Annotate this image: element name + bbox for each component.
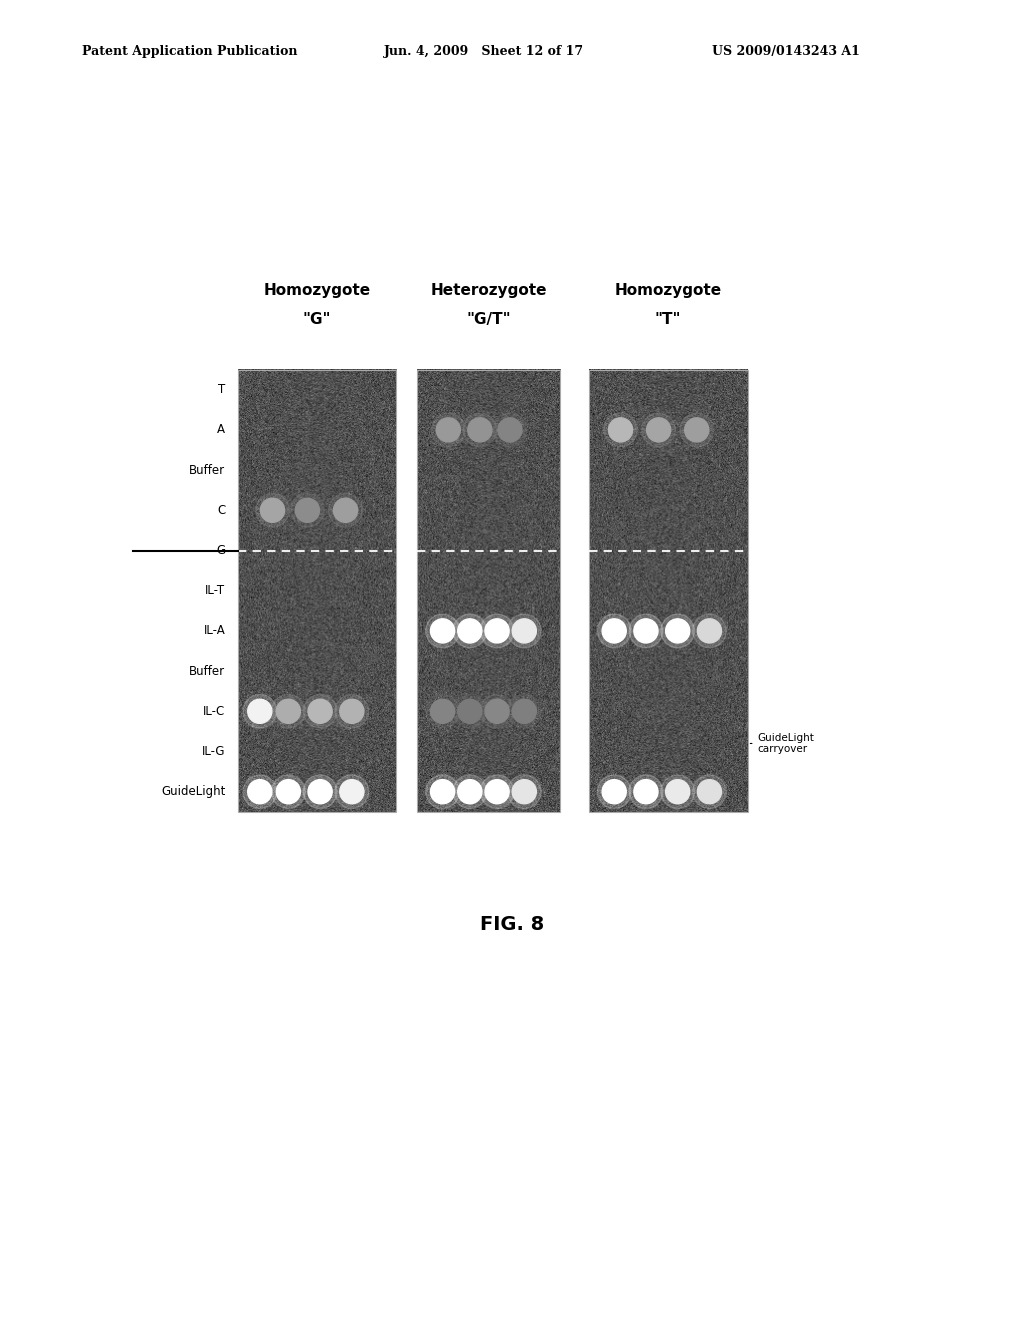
Circle shape xyxy=(608,418,633,442)
Circle shape xyxy=(629,614,663,648)
Circle shape xyxy=(430,780,455,804)
Circle shape xyxy=(697,619,722,643)
Bar xyxy=(589,370,748,812)
Text: T: T xyxy=(218,383,225,396)
Bar xyxy=(238,370,396,812)
Text: Heterozygote: Heterozygote xyxy=(430,282,547,298)
Circle shape xyxy=(334,498,357,523)
Circle shape xyxy=(291,494,325,527)
Circle shape xyxy=(308,700,332,723)
Circle shape xyxy=(453,694,486,729)
Circle shape xyxy=(680,413,714,446)
Circle shape xyxy=(453,614,486,648)
Circle shape xyxy=(426,614,460,648)
Text: "G/T": "G/T" xyxy=(466,312,511,327)
Text: "T": "T" xyxy=(655,312,681,327)
Text: US 2009/0143243 A1: US 2009/0143243 A1 xyxy=(712,45,859,58)
Circle shape xyxy=(340,780,364,804)
Circle shape xyxy=(248,700,271,723)
Circle shape xyxy=(260,498,285,523)
Circle shape xyxy=(685,418,709,442)
Circle shape xyxy=(276,780,300,804)
Circle shape xyxy=(430,700,455,723)
Circle shape xyxy=(485,619,509,643)
Text: GuideLight
carryover: GuideLight carryover xyxy=(751,733,814,754)
Text: G: G xyxy=(216,544,225,557)
Text: IL-T: IL-T xyxy=(205,585,225,597)
Text: "G": "G" xyxy=(303,312,331,327)
Circle shape xyxy=(329,494,362,527)
Text: A: A xyxy=(217,424,225,437)
Circle shape xyxy=(634,619,658,643)
Circle shape xyxy=(295,498,319,523)
Circle shape xyxy=(453,775,486,809)
Circle shape xyxy=(458,700,482,723)
Circle shape xyxy=(697,780,722,804)
Text: C: C xyxy=(217,504,225,517)
Circle shape xyxy=(602,619,627,643)
Circle shape xyxy=(303,694,337,729)
Circle shape xyxy=(485,700,509,723)
Text: Buffer: Buffer xyxy=(189,463,225,477)
Circle shape xyxy=(426,775,460,809)
Circle shape xyxy=(494,413,526,446)
Circle shape xyxy=(436,418,461,442)
Circle shape xyxy=(468,418,492,442)
Circle shape xyxy=(463,413,497,446)
Text: Buffer: Buffer xyxy=(189,664,225,677)
Text: GuideLight: GuideLight xyxy=(161,785,225,799)
Circle shape xyxy=(276,700,300,723)
Circle shape xyxy=(480,775,514,809)
Circle shape xyxy=(498,418,522,442)
Circle shape xyxy=(458,780,482,804)
Circle shape xyxy=(248,780,271,804)
Circle shape xyxy=(692,614,726,648)
Circle shape xyxy=(271,775,305,809)
Circle shape xyxy=(308,780,332,804)
Circle shape xyxy=(256,494,290,527)
Circle shape xyxy=(243,775,276,809)
Circle shape xyxy=(634,780,658,804)
Circle shape xyxy=(335,775,369,809)
Text: IL-G: IL-G xyxy=(202,744,225,758)
Circle shape xyxy=(660,775,694,809)
Circle shape xyxy=(458,619,482,643)
Text: Homozygote: Homozygote xyxy=(263,282,371,298)
Circle shape xyxy=(597,614,631,648)
Circle shape xyxy=(480,694,514,729)
Circle shape xyxy=(243,694,276,729)
Text: FIG. 8: FIG. 8 xyxy=(480,915,544,933)
Circle shape xyxy=(629,775,663,809)
Circle shape xyxy=(431,413,465,446)
Circle shape xyxy=(602,780,627,804)
Text: Jun. 4, 2009   Sheet 12 of 17: Jun. 4, 2009 Sheet 12 of 17 xyxy=(384,45,584,58)
Circle shape xyxy=(646,418,671,442)
Circle shape xyxy=(666,619,690,643)
Circle shape xyxy=(660,614,694,648)
Circle shape xyxy=(426,694,460,729)
Circle shape xyxy=(508,775,541,809)
Circle shape xyxy=(512,700,537,723)
Circle shape xyxy=(512,619,537,643)
Circle shape xyxy=(508,694,541,729)
Circle shape xyxy=(430,619,455,643)
Circle shape xyxy=(335,694,369,729)
Text: Patent Application Publication: Patent Application Publication xyxy=(82,45,297,58)
Circle shape xyxy=(485,780,509,804)
Text: IL-A: IL-A xyxy=(204,624,225,638)
Circle shape xyxy=(340,700,364,723)
Circle shape xyxy=(642,413,676,446)
Circle shape xyxy=(604,413,637,446)
Circle shape xyxy=(666,780,690,804)
Circle shape xyxy=(692,775,726,809)
Circle shape xyxy=(303,775,337,809)
Circle shape xyxy=(512,780,537,804)
Circle shape xyxy=(597,775,631,809)
Text: Homozygote: Homozygote xyxy=(614,282,722,298)
Bar xyxy=(417,370,560,812)
Text: IL-C: IL-C xyxy=(203,705,225,718)
Circle shape xyxy=(271,694,305,729)
Circle shape xyxy=(508,614,541,648)
Circle shape xyxy=(480,614,514,648)
